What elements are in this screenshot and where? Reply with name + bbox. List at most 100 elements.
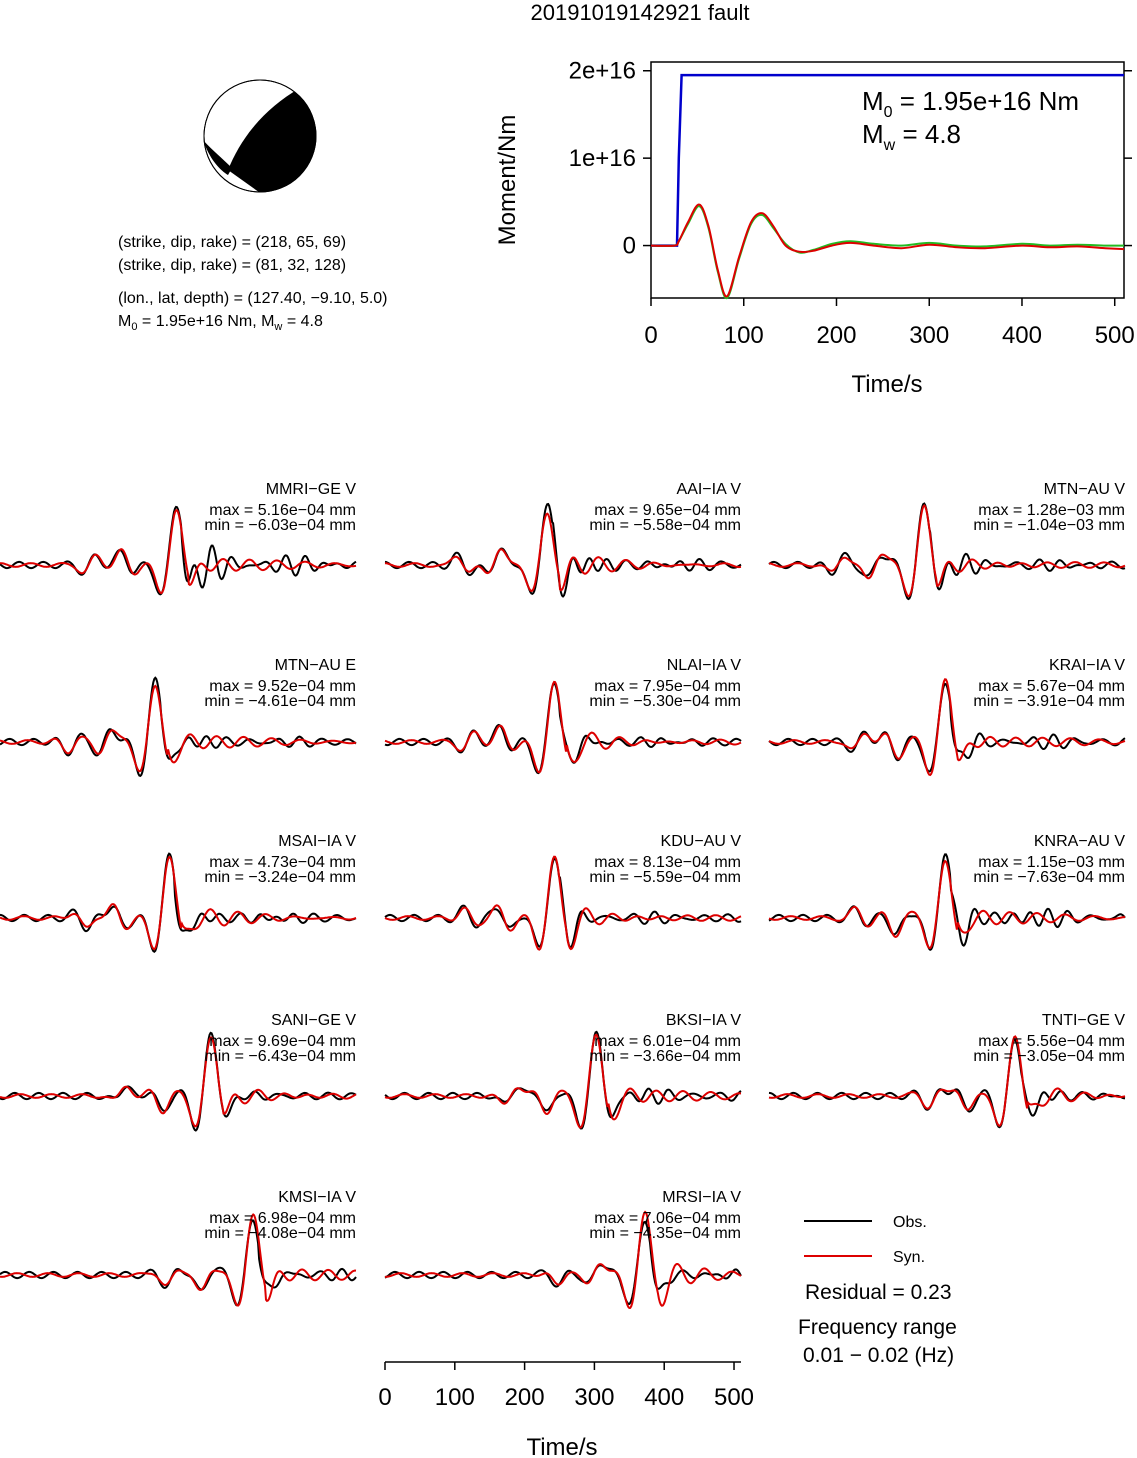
station-name: BKSI−IA V xyxy=(666,1012,741,1029)
focal-m0-sub: 0 xyxy=(131,321,137,333)
waveform-xtick-label: 0 xyxy=(378,1384,391,1411)
legend-freq-title: Frequency range xyxy=(798,1316,957,1339)
station-min: min = −6.03e−04 mm xyxy=(204,517,356,534)
synthetic-trace xyxy=(768,859,1126,950)
moment-m0-value: = 1.95e+16 Nm xyxy=(893,86,1079,116)
moment-rate-panel: 0 100 200 300 400 500 0 1e+16 2e+16 M0 = 1.95e+1… xyxy=(494,58,1135,398)
moment-ytick-label: 2e+16 xyxy=(569,58,636,85)
synthetic-trace xyxy=(0,855,357,951)
source-time-red-line xyxy=(650,203,1125,298)
station-max: max = 9.69e−04 mm xyxy=(209,1033,356,1050)
beachball xyxy=(203,79,317,193)
moment-xtick-label: 500 xyxy=(1095,322,1135,349)
focal-line-3: (lon., lat, depth) = (127.40, −9.10, 5.0… xyxy=(118,290,388,307)
moment-ytick-label: 1e+16 xyxy=(569,145,636,172)
station-min: min = −7.63e−04 mm xyxy=(973,869,1125,886)
moment-m0-label: M0 = 1.95e+16 Nm xyxy=(862,86,1079,121)
legend-freq-value: 0.01 − 0.02 (Hz) xyxy=(803,1344,954,1367)
focal-line-1: (strike, dip, rake) = (218, 65, 69) xyxy=(118,234,346,251)
station-name: KNRA−AU V xyxy=(1034,833,1125,850)
station-name: TNTI−GE V xyxy=(1042,1012,1125,1029)
station-max: max = 9.52e−04 mm xyxy=(209,678,356,695)
waveform-xlabel: Time/s xyxy=(526,1434,597,1458)
moment-panel-axes: 0 100 200 300 400 500 0 1e+16 2e+16 xyxy=(569,58,1135,349)
synthetic-trace xyxy=(0,684,357,773)
waveform-xtick-label: 500 xyxy=(714,1384,754,1411)
observed-trace xyxy=(0,505,357,596)
moment-panel-frame xyxy=(650,61,1125,299)
waveform-xtick-label: 400 xyxy=(644,1384,684,1411)
synthetic-trace xyxy=(384,512,742,593)
station-name: MRSI−IA V xyxy=(662,1189,741,1206)
station-min: min = −4.61e−04 mm xyxy=(204,693,356,710)
station-name: KMSI−IA V xyxy=(278,1189,356,1206)
waveform-xtick-label: 200 xyxy=(505,1384,545,1411)
observed-trace xyxy=(768,853,1126,951)
waveform-xtick-label: 300 xyxy=(574,1384,614,1411)
station-name: MMRI−GE V xyxy=(266,481,357,498)
synthetic-trace xyxy=(0,1036,357,1128)
moment-ylabel: Moment/Nm xyxy=(494,115,521,246)
station-min: min = −3.66e−04 mm xyxy=(589,1048,741,1065)
legend-residual: Residual = 0.23 xyxy=(805,1281,952,1304)
beachball-compression-sliver xyxy=(204,140,232,175)
waveform-time-axis: Time/s 0 100 200 300 400 500 xyxy=(378,1361,754,1458)
focal-line-2: (strike, dip, rake) = (81, 32, 128) xyxy=(118,257,346,274)
focal-mw-sub: w xyxy=(273,321,282,333)
station-name: AAI−IA V xyxy=(677,481,742,498)
legend-syn-label: Syn. xyxy=(893,1249,925,1266)
figure-title: 20191019142921 fault xyxy=(531,0,750,25)
legend: Obs. Syn. Residual = 0.23 Frequency rang… xyxy=(798,1214,957,1367)
station-name: KRAI−IA V xyxy=(1049,657,1125,674)
synthetic-trace xyxy=(768,504,1126,598)
synthetic-trace xyxy=(384,1210,742,1310)
station-min: min = −4.08e−04 mm xyxy=(204,1225,356,1242)
station-max: max = 8.13e−04 mm xyxy=(594,854,741,871)
focal-info: (strike, dip, rake) = (218, 65, 69) (str… xyxy=(118,234,388,333)
station-max: max = 7.06e−04 mm xyxy=(594,1210,741,1227)
station-max: max = 5.56e−04 mm xyxy=(978,1033,1125,1050)
moment-xtick-label: 100 xyxy=(724,322,764,349)
moment-xtick-label: 400 xyxy=(1002,322,1042,349)
moment-xtick-label: 200 xyxy=(816,322,856,349)
station-max: max = 1.15e−03 mm xyxy=(978,854,1125,871)
station-min: min = −5.30e−04 mm xyxy=(589,693,741,710)
station-name: MTN−AU E xyxy=(275,657,356,674)
station-min: min = −3.24e−04 mm xyxy=(204,869,356,886)
station-name: NLAI−IA V xyxy=(667,657,742,674)
moment-mw-label: Mw = 4.8 xyxy=(862,119,961,154)
station-min: min = −5.58e−04 mm xyxy=(589,517,741,534)
station-min: min = −1.04e−03 mm xyxy=(973,517,1125,534)
station-min: min = −3.91e−04 mm xyxy=(973,693,1125,710)
moment-xlabel: Time/s xyxy=(851,371,922,398)
station-max: max = 1.28e−03 mm xyxy=(978,502,1125,519)
focal-mw-rest: = 4.8 xyxy=(282,313,323,330)
waveform-xtick-label: 100 xyxy=(435,1384,475,1411)
station-max: max = 5.16e−04 mm xyxy=(209,502,356,519)
station-max: max = 9.65e−04 mm xyxy=(594,502,741,519)
synthetic-trace xyxy=(768,678,1126,777)
synthetic-trace xyxy=(384,680,742,774)
moment-xtick-label: 300 xyxy=(909,322,949,349)
observed-trace xyxy=(768,682,1126,773)
moment-ytick-label: 0 xyxy=(623,233,636,260)
station-name: KDU−AU V xyxy=(661,833,742,850)
station-max: max = 6.98e−04 mm xyxy=(209,1210,356,1227)
station-name: MTN−AU V xyxy=(1044,481,1126,498)
station-max: max = 7.95e−04 mm xyxy=(594,678,741,695)
synthetic-trace xyxy=(0,1213,357,1307)
focal-line-4: M0 = 1.95e+16 Nm, Mw = 4.8 xyxy=(118,313,323,333)
moment-mw-letter: M xyxy=(862,119,884,149)
moment-xtick-label: 0 xyxy=(644,322,657,349)
